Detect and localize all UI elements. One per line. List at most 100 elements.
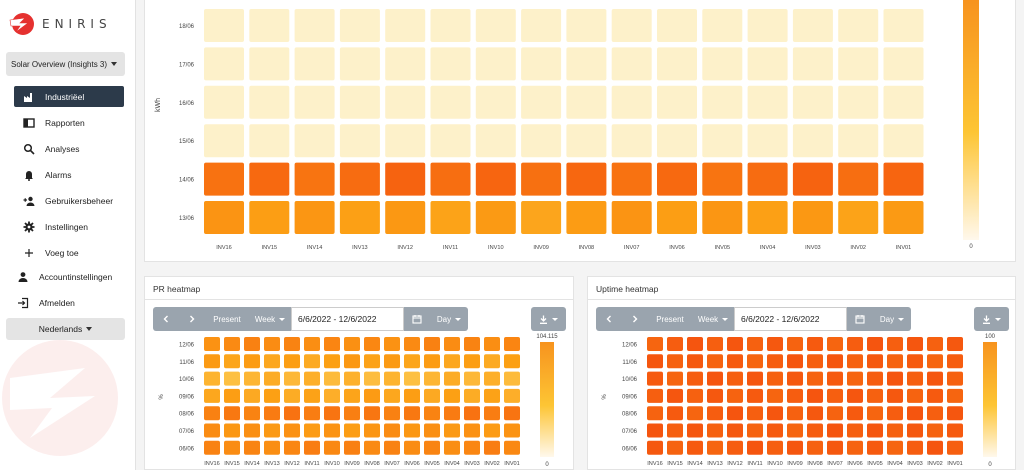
uptime-heatmap-cell[interactable] xyxy=(767,354,783,369)
energy-heatmap-cell[interactable] xyxy=(204,9,244,42)
energy-heatmap-cell[interactable] xyxy=(657,9,697,42)
uptime-heatmap-cell[interactable] xyxy=(727,371,743,386)
pr-heatmap-cell[interactable] xyxy=(364,371,380,386)
energy-heatmap-cell[interactable] xyxy=(475,85,516,119)
uptime-heatmap-cell[interactable] xyxy=(667,406,683,421)
pr-heatmap-cell[interactable] xyxy=(444,440,460,455)
pr-heatmap-cell[interactable] xyxy=(484,423,500,438)
pr-heatmap-cell[interactable] xyxy=(504,406,520,421)
uptime-heatmap-cell[interactable] xyxy=(787,354,803,369)
energy-heatmap-cell[interactable] xyxy=(566,201,607,234)
energy-heatmap-cell[interactable] xyxy=(430,47,471,81)
pr-heatmap-cell[interactable] xyxy=(484,354,500,369)
uptime-heatmap-cell[interactable] xyxy=(687,371,703,386)
date-range-input[interactable]: 6/6/2022 - 12/6/2022 xyxy=(734,307,847,331)
pr-heatmap-cell[interactable] xyxy=(464,423,480,438)
energy-heatmap-cell[interactable] xyxy=(249,9,290,42)
energy-heatmap-cell[interactable] xyxy=(883,162,924,196)
energy-heatmap-cell[interactable] xyxy=(747,162,788,196)
uptime-heatmap-cell[interactable] xyxy=(947,371,963,386)
pr-heatmap-cell[interactable] xyxy=(264,406,280,421)
energy-heatmap-cell[interactable] xyxy=(702,47,743,81)
pr-heatmap-cell[interactable] xyxy=(384,388,400,403)
uptime-heatmap-cell[interactable] xyxy=(727,354,743,369)
uptime-heatmap-cell[interactable] xyxy=(867,423,883,438)
pr-heatmap-cell[interactable] xyxy=(204,337,220,351)
energy-heatmap-cell[interactable] xyxy=(838,124,879,158)
energy-heatmap-cell[interactable] xyxy=(747,47,788,81)
uptime-heatmap-cell[interactable] xyxy=(827,388,843,403)
pr-heatmap-cell[interactable] xyxy=(424,337,440,351)
pr-heatmap-cell[interactable] xyxy=(344,354,360,369)
pr-heatmap-cell[interactable] xyxy=(464,440,480,455)
pr-heatmap-cell[interactable] xyxy=(324,371,340,386)
pr-heatmap-cell[interactable] xyxy=(224,440,240,455)
energy-heatmap-cell[interactable] xyxy=(339,162,380,196)
uptime-heatmap-cell[interactable] xyxy=(927,423,943,438)
pr-heatmap-cell[interactable] xyxy=(204,371,220,386)
uptime-heatmap-cell[interactable] xyxy=(707,388,723,403)
pr-heatmap-cell[interactable] xyxy=(204,423,220,438)
uptime-heatmap-cell[interactable] xyxy=(767,406,783,421)
uptime-heatmap-cell[interactable] xyxy=(747,423,763,438)
energy-heatmap-cell[interactable] xyxy=(792,162,833,196)
energy-heatmap-cell[interactable] xyxy=(566,47,607,81)
nav-item-afmelden[interactable]: Afmelden xyxy=(8,292,118,313)
uptime-heatmap-cell[interactable] xyxy=(887,371,903,386)
energy-heatmap-cell[interactable] xyxy=(702,124,743,158)
pr-heatmap-cell[interactable] xyxy=(404,440,420,455)
energy-heatmap-cell[interactable] xyxy=(657,47,697,81)
pr-heatmap-cell[interactable] xyxy=(444,388,460,403)
energy-heatmap-cell[interactable] xyxy=(883,201,924,234)
uptime-heatmap-cell[interactable] xyxy=(747,406,763,421)
pr-heatmap-cell[interactable] xyxy=(444,423,460,438)
pr-heatmap-cell[interactable] xyxy=(324,388,340,403)
pr-heatmap-cell[interactable] xyxy=(204,354,220,369)
energy-heatmap-cell[interactable] xyxy=(566,162,607,196)
uptime-heatmap-cell[interactable] xyxy=(867,388,883,403)
energy-heatmap-cell[interactable] xyxy=(385,9,426,42)
uptime-heatmap-cell[interactable] xyxy=(687,423,703,438)
pr-heatmap-cell[interactable] xyxy=(384,406,400,421)
uptime-heatmap-cell[interactable] xyxy=(707,423,723,438)
pr-heatmap-cell[interactable] xyxy=(404,354,420,369)
pr-heatmap-cell[interactable] xyxy=(304,406,320,421)
uptime-heatmap-cell[interactable] xyxy=(947,423,963,438)
uptime-heatmap-cell[interactable] xyxy=(667,354,683,369)
energy-heatmap-cell[interactable] xyxy=(385,85,426,119)
energy-heatmap-cell[interactable] xyxy=(204,47,244,81)
language-select[interactable]: Nederlands xyxy=(6,318,125,340)
pr-heatmap-cell[interactable] xyxy=(504,423,520,438)
pr-heatmap-cell[interactable] xyxy=(204,388,220,403)
uptime-heatmap-cell[interactable] xyxy=(907,406,923,421)
pr-heatmap-cell[interactable] xyxy=(444,337,460,351)
uptime-heatmap-cell[interactable] xyxy=(647,406,663,421)
energy-heatmap-cell[interactable] xyxy=(475,9,516,42)
pr-heatmap-cell[interactable] xyxy=(244,337,260,351)
nav-item-instellingen[interactable]: Instellingen xyxy=(14,216,124,237)
uptime-heatmap-cell[interactable] xyxy=(747,371,763,386)
pr-heatmap-cell[interactable] xyxy=(364,406,380,421)
calendar-button[interactable] xyxy=(847,307,873,331)
energy-heatmap-cell[interactable] xyxy=(204,201,244,234)
pr-heatmap-cell[interactable] xyxy=(224,354,240,369)
energy-heatmap-cell[interactable] xyxy=(430,9,471,42)
pr-heatmap-cell[interactable] xyxy=(364,354,380,369)
pr-heatmap-cell[interactable] xyxy=(284,423,300,438)
pr-heatmap-cell[interactable] xyxy=(484,337,500,351)
energy-heatmap-cell[interactable] xyxy=(792,124,833,158)
pr-heatmap-cell[interactable] xyxy=(244,388,260,403)
uptime-heatmap-cell[interactable] xyxy=(687,406,703,421)
energy-heatmap-cell[interactable] xyxy=(883,124,924,158)
energy-heatmap-cell[interactable] xyxy=(838,85,879,119)
uptime-heatmap-cell[interactable] xyxy=(647,337,663,351)
uptime-heatmap-cell[interactable] xyxy=(647,388,663,403)
energy-heatmap-cell[interactable] xyxy=(792,47,833,81)
pr-heatmap-cell[interactable] xyxy=(424,354,440,369)
energy-heatmap-cell[interactable] xyxy=(294,201,335,234)
uptime-heatmap-cell[interactable] xyxy=(767,388,783,403)
uptime-heatmap-cell[interactable] xyxy=(667,388,683,403)
pr-heatmap-cell[interactable] xyxy=(304,371,320,386)
pr-heatmap-cell[interactable] xyxy=(404,406,420,421)
pr-heatmap-cell[interactable] xyxy=(464,406,480,421)
